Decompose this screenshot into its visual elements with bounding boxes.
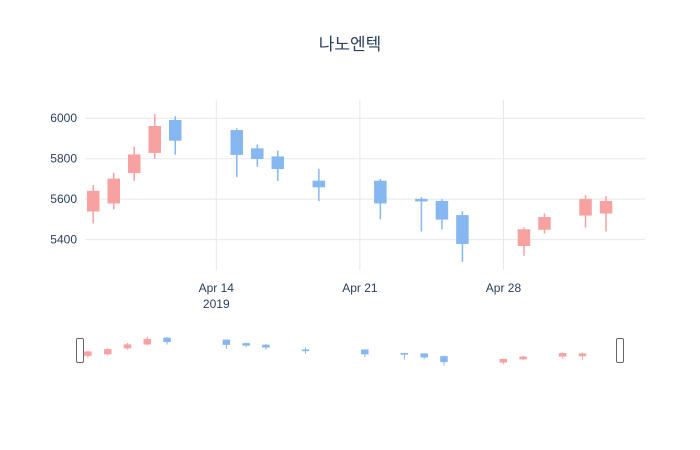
candle-body (420, 353, 428, 358)
candle-body (163, 337, 171, 343)
y-tick-label: 5800 (50, 152, 77, 166)
candle-body (361, 349, 369, 355)
candle-body (127, 154, 141, 174)
x-tick-label: Apr 28 (486, 281, 522, 295)
candles-main (86, 114, 613, 262)
candle-body (440, 356, 448, 363)
candle-body (599, 200, 613, 214)
candle-body (143, 338, 152, 345)
candle-body (538, 217, 551, 230)
x-tick-sublabel: 2019 (203, 297, 230, 311)
y-tick-label: 6000 (50, 111, 77, 125)
candle-body (301, 349, 310, 352)
candle-body (262, 344, 270, 348)
x-tick-label: Apr 14 (199, 281, 235, 295)
candle-body (517, 229, 531, 246)
candle-body (242, 343, 250, 346)
candle-body (415, 198, 428, 202)
x-tick-label: Apr 21 (342, 281, 378, 295)
candle-body (519, 356, 527, 360)
chart-title: 나노엔텍 (318, 35, 382, 54)
plot-area[interactable] (85, 100, 645, 270)
candle-body (107, 178, 120, 204)
candle-body (230, 130, 244, 155)
y-tick-label: 5400 (50, 233, 77, 247)
candle-body (222, 339, 231, 345)
candle-body (103, 349, 112, 355)
y-tick-label: 5600 (50, 192, 77, 206)
candle-body (400, 353, 409, 355)
candle-body (499, 358, 508, 363)
candle-body (251, 148, 264, 159)
candle-body (435, 200, 449, 220)
candle-body (84, 351, 92, 356)
candle-body (558, 353, 567, 357)
candle-body (271, 156, 285, 170)
rangeslider-handle-right[interactable] (616, 338, 624, 363)
candle-body (578, 353, 587, 357)
rangeslider[interactable] (76, 332, 624, 369)
candle-body (169, 119, 182, 141)
candle-body (456, 215, 469, 244)
candle-body (312, 180, 326, 188)
candle-body (86, 190, 100, 212)
rangeslider-handle-left[interactable] (76, 338, 84, 363)
candles-rangeslider (84, 336, 587, 366)
candle-body (123, 344, 132, 349)
candle-body (579, 198, 592, 216)
candle-body (374, 180, 387, 204)
candle-body (148, 126, 161, 153)
